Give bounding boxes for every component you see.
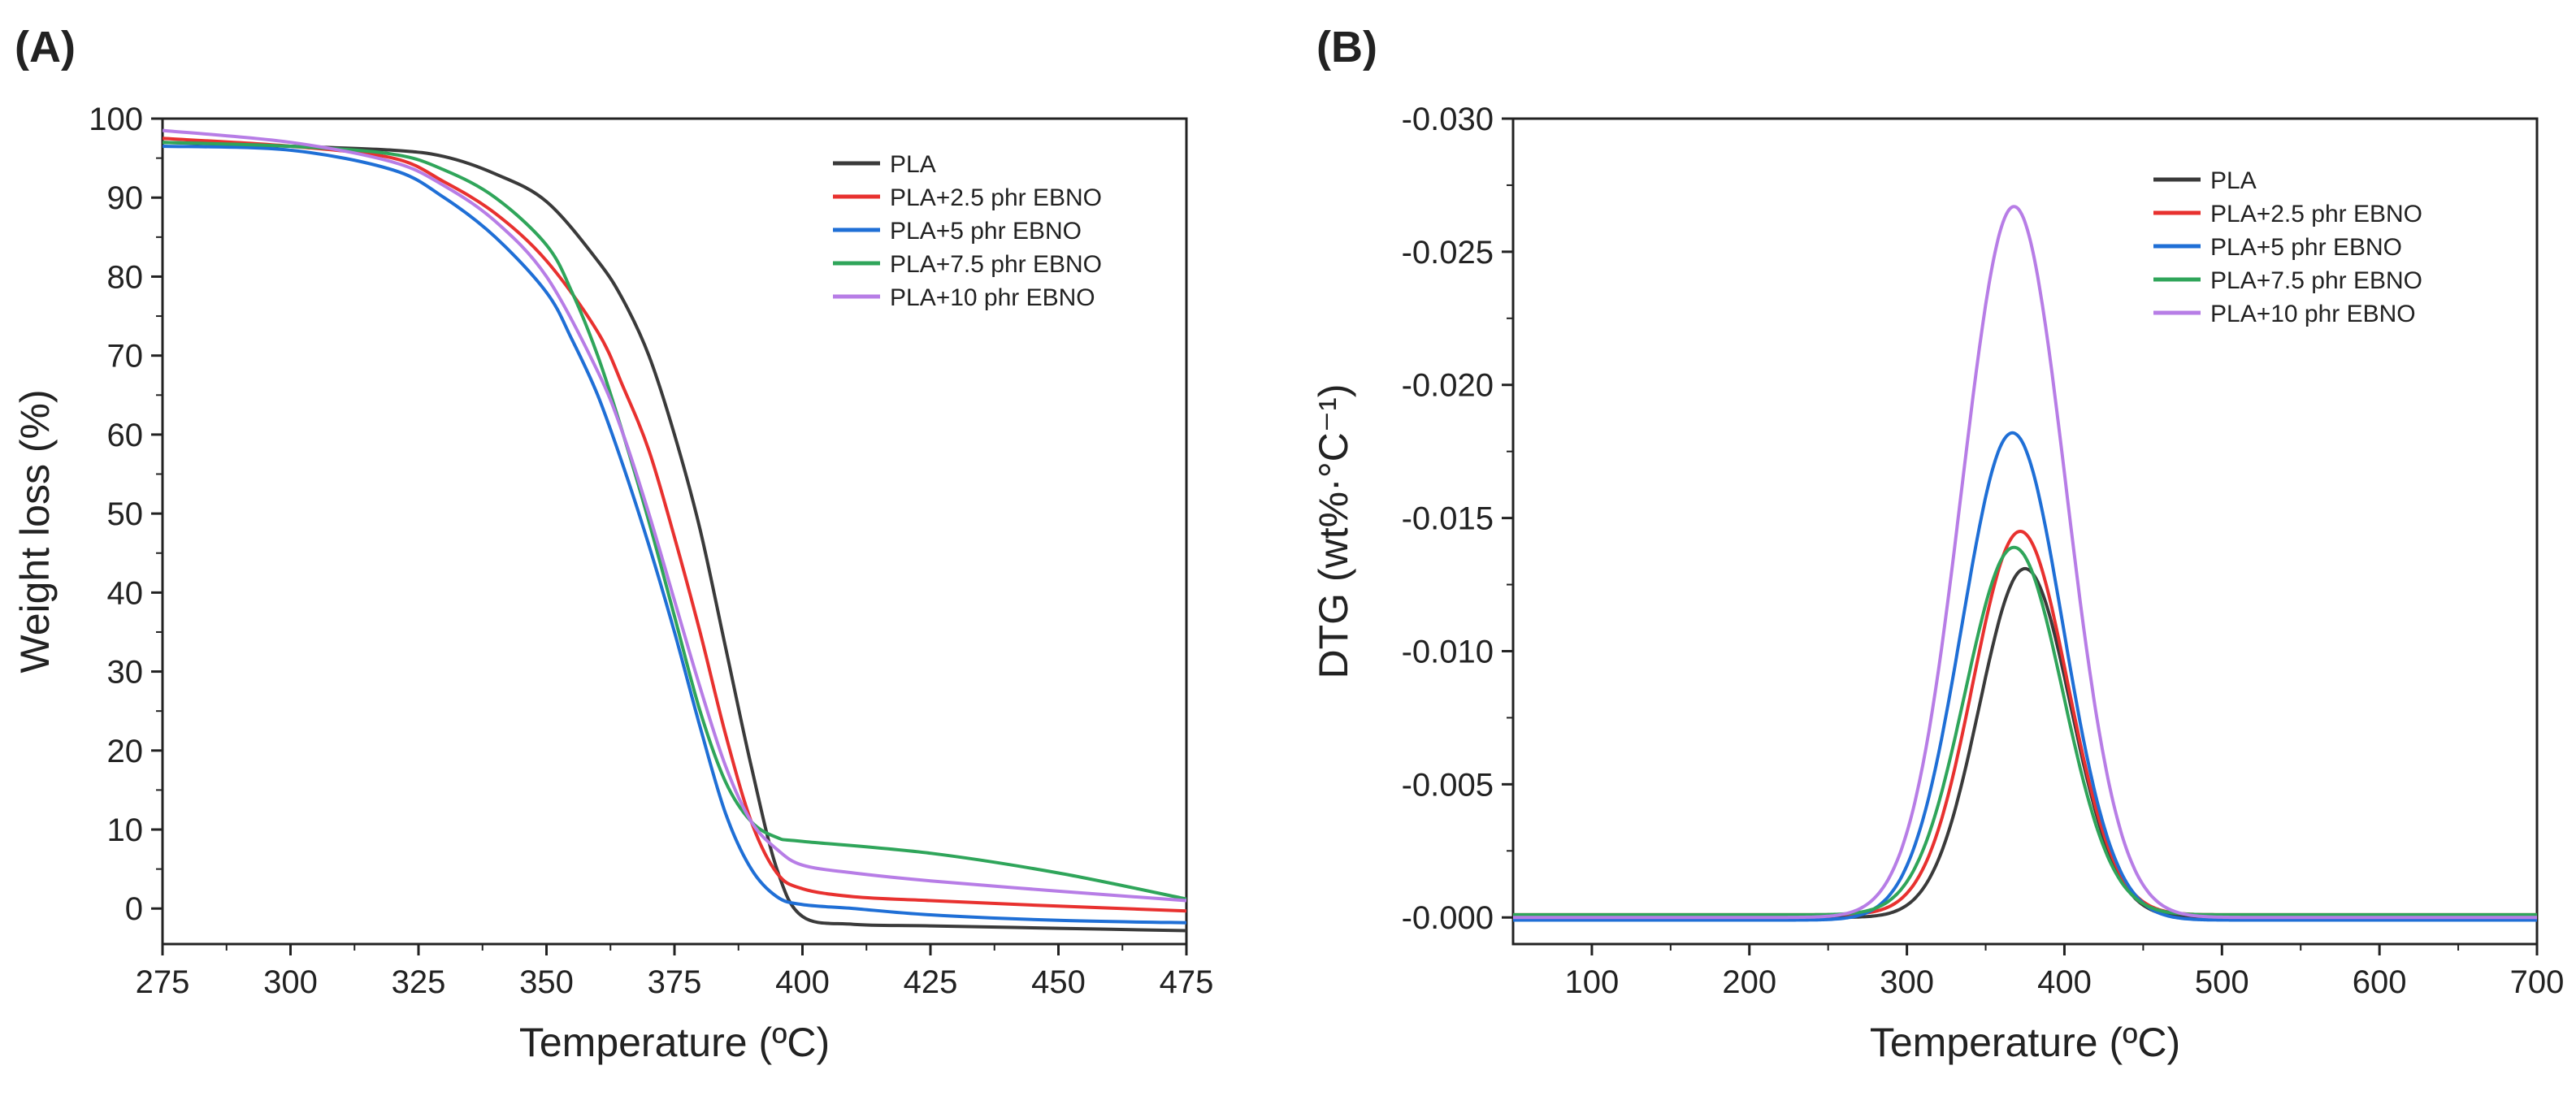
y-tick-label: 20 xyxy=(107,734,144,769)
legend-label: PLA xyxy=(2210,167,2257,194)
series-line xyxy=(1513,431,2537,922)
legend-label: PLA+7.5 phr EBNO xyxy=(890,251,1102,278)
legend-label: PLA+10 phr EBNO xyxy=(890,284,1095,311)
x-axis-title: Temperature (ºC) xyxy=(519,1020,830,1065)
x-tick-label: 400 xyxy=(775,964,830,1000)
series-line xyxy=(1512,530,2537,916)
series-line xyxy=(1512,545,2537,916)
chart-panel-a: 275 300 325 350 375 400 425 450 475 0 10 20 30 40 50 60… xyxy=(12,102,1213,1065)
legend-label: PLA+7.5 phr EBNO xyxy=(2210,267,2422,294)
chart-panel-b: 100 200 300 400 500 600 700 -0.000 -0.005 -0.010 -… xyxy=(1311,102,2564,1065)
legend-label: PLA+2.5 phr EBNO xyxy=(890,184,1102,211)
legend-label: PLA+2.5 phr EBNO xyxy=(2210,201,2422,227)
y-tick-label: 40 xyxy=(107,575,144,611)
y-tick-label: -0.000 xyxy=(1402,900,1494,936)
y-tick-label: 50 xyxy=(107,496,144,532)
y-tick-label: 70 xyxy=(107,339,144,375)
x-tick-label: 275 xyxy=(136,964,190,1000)
x-tick-label: 300 xyxy=(1880,964,1934,1000)
x-tick-label: 350 xyxy=(519,964,574,1000)
y-tick-label: -0.025 xyxy=(1402,235,1494,271)
legend-label: PLA+5 phr EBNO xyxy=(2210,234,2402,261)
plot-frame xyxy=(1511,117,2539,946)
series-line xyxy=(1513,205,2537,920)
y-tick-label: 90 xyxy=(107,180,144,216)
x-tick-label: 475 xyxy=(1160,964,1214,1000)
y-tick-label: 100 xyxy=(89,102,143,137)
y-tick-label: -0.015 xyxy=(1402,501,1494,537)
series-line xyxy=(162,141,1187,901)
legend-label: PLA xyxy=(890,151,936,178)
y-axis-title: Weight loss (%) xyxy=(12,389,58,673)
panel-label-a: (A) xyxy=(15,23,76,71)
x-tick-label: 425 xyxy=(904,964,958,1000)
legend-label: PLA+5 phr EBNO xyxy=(890,218,1082,245)
panel-label-b: (B) xyxy=(1316,23,1377,71)
y-axis-title: DTG (wt%·°C⁻¹) xyxy=(1311,384,1356,679)
y-tick-label: -0.005 xyxy=(1402,767,1494,803)
y-tick-label: -0.010 xyxy=(1402,634,1494,669)
x-tick-label: 300 xyxy=(263,964,318,1000)
x-tick-label: 200 xyxy=(1722,964,1776,1000)
series-line xyxy=(1513,566,2537,920)
series-line xyxy=(162,141,1187,933)
y-tick-label: 30 xyxy=(107,655,144,691)
series-line xyxy=(162,145,1187,925)
y-tick-label: 60 xyxy=(107,418,144,453)
y-tick-label: -0.020 xyxy=(1402,368,1494,404)
x-tick-label: 600 xyxy=(2353,964,2407,1000)
series-line xyxy=(162,136,1187,913)
y-tick-label: 80 xyxy=(107,259,144,295)
legend-label: PLA+10 phr EBNO xyxy=(2210,301,2416,327)
x-tick-label: 700 xyxy=(2510,964,2565,1000)
series-line xyxy=(162,128,1187,903)
y-tick-label: 10 xyxy=(107,812,144,848)
y-tick-label: 0 xyxy=(125,891,143,927)
x-axis-title: Temperature (ºC) xyxy=(1870,1020,2180,1065)
x-tick-label: 325 xyxy=(392,964,446,1000)
x-tick-label: 500 xyxy=(2195,964,2249,1000)
y-tick-label: -0.030 xyxy=(1402,102,1494,137)
x-tick-label: 375 xyxy=(648,964,702,1000)
x-tick-label: 100 xyxy=(1565,964,1620,1000)
x-tick-label: 450 xyxy=(1031,964,1086,1000)
x-tick-label: 400 xyxy=(2037,964,2092,1000)
